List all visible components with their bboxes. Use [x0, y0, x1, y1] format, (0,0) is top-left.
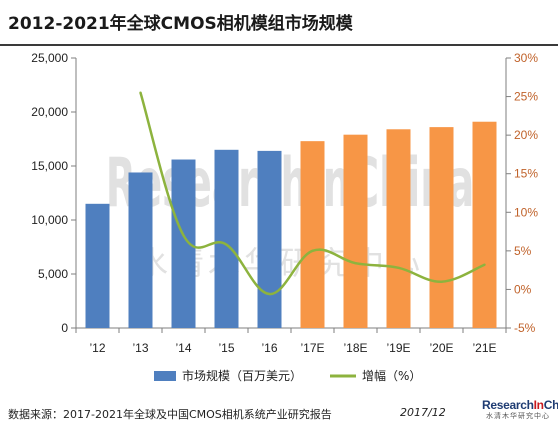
x-tick-label: ’18E [343, 341, 367, 355]
left-tick-label: 15,000 [31, 159, 68, 173]
logo-part-china: China [543, 398, 558, 412]
growth-point-2 [225, 243, 228, 246]
left-tick-label: 20,000 [31, 105, 68, 119]
bar-8 [429, 127, 454, 329]
growth-point-6 [397, 266, 400, 270]
left-tick-label: 5,000 [38, 267, 68, 281]
x-tick-label: ’14 [175, 341, 191, 355]
title-divider [0, 44, 558, 46]
left-tick-label: 25,000 [31, 51, 68, 65]
growth-line [139, 91, 486, 296]
right-tick-label: 5% [514, 244, 532, 258]
chart: ResearchInChina水清木华研究中心 0 5,000 10,000 15,0… [31, 51, 538, 383]
bar-0 [85, 203, 110, 328]
logo-part-in: In [533, 398, 544, 412]
growth-point-1 [182, 234, 185, 237]
brand-logo: ResearchInChina 水清木华研究中心 [482, 398, 558, 421]
x-tick-label: ’13 [132, 341, 148, 355]
left-tick-label: 0 [61, 321, 68, 335]
source-date: 2017/12 [400, 406, 446, 419]
x-tick-label: ’19E [386, 341, 410, 355]
source-note: 数据来源：2017-2021年全球及中国CMOS相机系统产业研究报告 [8, 408, 332, 421]
growth-point-0 [139, 91, 142, 94]
right-tick-label: -5% [514, 321, 536, 335]
growth-point-4 [311, 249, 314, 253]
right-tick-label: 15% [514, 167, 538, 181]
growth-point-8 [483, 263, 486, 266]
growth-point-5 [354, 262, 357, 265]
right-tick-label: 10% [514, 205, 538, 219]
legend-label-bar: 市场规模（百万美元） [182, 368, 302, 383]
bar-6 [343, 134, 368, 328]
right-tick-label: 0% [514, 282, 532, 296]
chart-title: 2012-2021年全球CMOS相机模组市场规模 [8, 14, 353, 34]
right-tick-label: 25% [514, 90, 538, 104]
right-tick-label: 30% [514, 51, 538, 65]
bar-7 [386, 129, 411, 328]
left-tick-label: 10,000 [31, 213, 68, 227]
legend-label-line: 增幅（%） [362, 368, 421, 383]
bar-5 [300, 141, 325, 328]
bar-3 [214, 149, 239, 328]
x-tick-label: ’15 [218, 341, 234, 355]
logo-subtitle: 水清木华研究中心 [486, 412, 550, 420]
logo-part-research: Research [482, 398, 534, 412]
right-tick-label: 20% [514, 128, 538, 142]
x-tick-label: ’17E [300, 341, 324, 355]
x-tick-label: ’21E [472, 341, 496, 355]
tick-labels: 0 5,000 10,000 15,000 20,000 25,000 -5% 0% 5% 10%… [31, 51, 538, 355]
legend: 市场规模（百万美元） 增幅（%） [154, 368, 421, 383]
watermark: ResearchInChina水清木华研究中心 [106, 144, 475, 282]
growth-point-7 [440, 280, 443, 283]
x-tick-label: ’12 [89, 341, 105, 355]
legend-swatch-bar [154, 371, 176, 381]
bars [85, 121, 497, 329]
bar-2 [171, 159, 196, 328]
bar-1 [128, 172, 153, 328]
bar-4 [257, 150, 282, 328]
growth-point-3 [268, 292, 271, 296]
watermark-main: ResearchInChina [106, 144, 475, 222]
x-tick-label: ’16 [261, 341, 277, 355]
bar-9 [472, 121, 497, 328]
x-tick-label: ’20E [429, 341, 453, 355]
